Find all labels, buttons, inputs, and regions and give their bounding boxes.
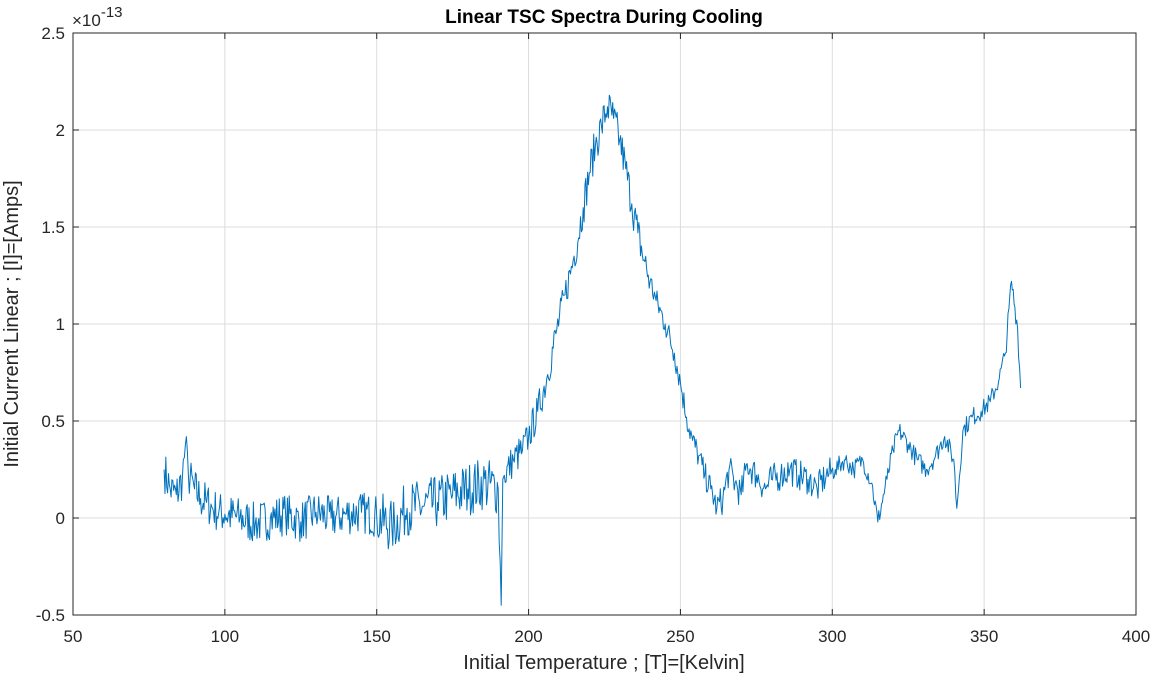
x-tick-label: 400	[1122, 627, 1150, 646]
x-tick-label: 200	[514, 627, 542, 646]
series-line-0	[163, 94, 1022, 606]
grid-lines	[72, 32, 1137, 616]
y-tick-label: 1	[56, 315, 65, 334]
tick-labels: 50 100 150 200 250 300 350 400 -0.5 0 0.5 1 1.5 2 2.5	[36, 24, 1150, 646]
y-axis-label: Initial Current Linear ; [I]=[Amps]	[1, 180, 23, 467]
y-tick-label: -0.5	[36, 606, 65, 625]
x-tick-label: 50	[64, 627, 83, 646]
chart-title: Linear TSC Spectra During Cooling	[445, 7, 763, 28]
x-tick-label: 100	[211, 627, 239, 646]
x-tick-label: 350	[970, 627, 998, 646]
y-tick-label: 0	[56, 509, 65, 528]
series-layer	[163, 94, 1022, 606]
x-tick-label: 150	[363, 627, 391, 646]
y-axis-exponent: ×10-13	[72, 4, 123, 30]
tick-marks	[72, 32, 1137, 616]
y-tick-label: 2	[56, 121, 65, 140]
y-tick-label: 1.5	[41, 218, 65, 237]
x-axis-label: Initial Temperature ; [T]=[Kelvin]	[463, 652, 744, 674]
x-tick-label: 300	[818, 627, 846, 646]
x-tick-label: 250	[666, 627, 694, 646]
y-tick-label: 2.5	[41, 24, 65, 43]
y-tick-label: 0.5	[41, 412, 65, 431]
